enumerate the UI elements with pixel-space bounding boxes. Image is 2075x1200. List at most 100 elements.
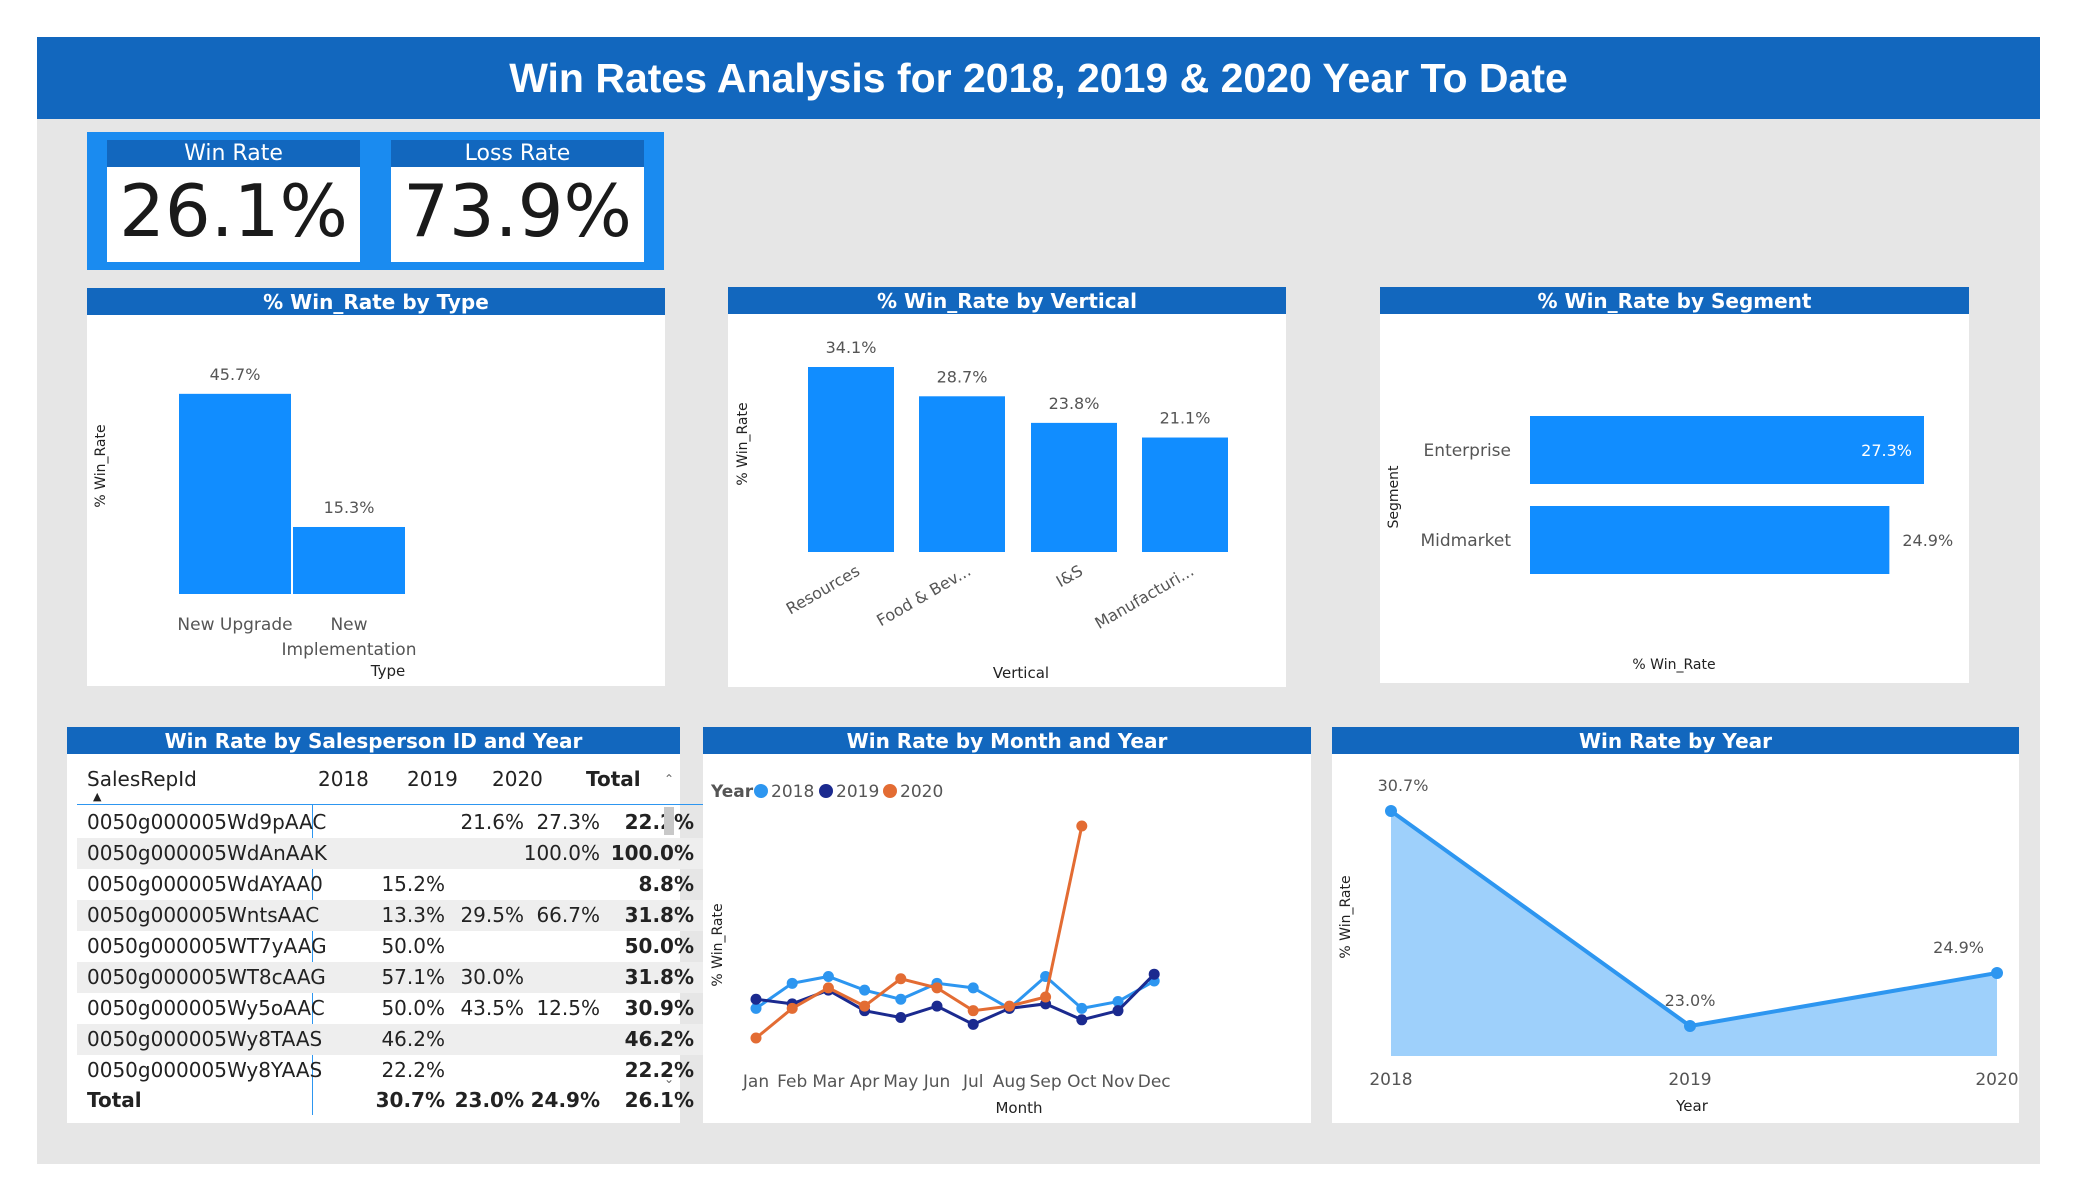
data-point[interactable]: [1003, 1000, 1015, 1012]
x-axis-label: % Win_Rate: [1632, 657, 1715, 673]
column-header-total[interactable]: Total: [586, 767, 641, 791]
x-axis-label: Month: [995, 1099, 1042, 1117]
cell-2018: 22.2%: [381, 1058, 445, 1082]
salesperson-table[interactable]: Win Rate by Salesperson ID and Year Sale…: [67, 727, 724, 1123]
y-axis-label: % Win_Rate: [93, 424, 109, 507]
table-total-row: Total 30.7% 23.0% 24.9% 26.1%: [77, 1085, 724, 1116]
x-axis-label: Vertical: [993, 664, 1049, 682]
month-chart-svg: Year 2018 2019 2020 Jan Feb Mar Apr May Jun Jul Aug…: [710, 782, 1171, 1117]
scrollbar-thumb[interactable]: [664, 807, 674, 835]
bar[interactable]: [1530, 506, 1890, 574]
win-rate-by-month-chart[interactable]: Win Rate by Month and Year Year 2018 2019 2…: [703, 727, 1311, 1123]
legend-label: 2019: [836, 782, 879, 802]
column-header-salesrepid[interactable]: SalesRepId: [87, 767, 197, 791]
data-point[interactable]: [895, 993, 907, 1005]
data-point[interactable]: [967, 1005, 979, 1017]
win-rate-by-vertical-chart[interactable]: % Win_Rate by Vertical 34.1% Resources 28.…: [728, 287, 1286, 687]
kpi-group: Win Rate 26.1% Loss Rate 73.9%: [87, 132, 664, 270]
data-point[interactable]: [750, 1002, 762, 1014]
data-point[interactable]: [859, 1000, 871, 1012]
data-point[interactable]: [786, 1002, 798, 1014]
x-tick-label: May: [883, 1072, 918, 1092]
data-point[interactable]: [1076, 820, 1088, 832]
x-tick-label: Manufacturi...: [1092, 561, 1197, 633]
win-rate-label: Win Rate: [107, 140, 360, 167]
data-point[interactable]: [967, 1018, 979, 1030]
legend-marker[interactable]: [754, 784, 768, 798]
data-point[interactable]: [750, 1032, 762, 1044]
data-point[interactable]: [1040, 991, 1052, 1003]
bar[interactable]: [1031, 422, 1117, 552]
data-point[interactable]: [895, 1012, 907, 1024]
y-axis-label: % Win_Rate: [1338, 875, 1354, 958]
data-point[interactable]: [1385, 805, 1397, 817]
table-row[interactable]: 0050g000005Wd9pAAC 21.6% 27.3% 22.2%: [77, 807, 724, 838]
chart-title: % Win_Rate by Vertical: [728, 287, 1286, 314]
cell-2018: 46.2%: [381, 1027, 445, 1051]
report-title: Win Rates Analysis for 2018, 2019 & 2020…: [37, 37, 2040, 119]
data-point[interactable]: [1148, 968, 1160, 980]
data-point[interactable]: [1076, 1014, 1088, 1026]
scroll-down-icon[interactable]: ⌄: [663, 1072, 675, 1086]
cell-salesrepid: 0050g000005Wy8YAAS: [87, 1058, 323, 1082]
data-point[interactable]: [931, 1000, 943, 1012]
data-point[interactable]: [895, 973, 907, 985]
cell-2019: 29.5%: [460, 903, 524, 927]
table-row[interactable]: 0050g000005Wy8YAAS 22.2% 22.2%: [77, 1055, 724, 1086]
scroll-up-icon[interactable]: ⌃: [663, 772, 675, 786]
data-label: 34.1%: [826, 338, 877, 357]
win-rate-card[interactable]: Win Rate 26.1%: [107, 140, 360, 262]
table-row[interactable]: 0050g000005Wy5oAAC 50.0% 43.5% 12.5% 30.9%: [77, 993, 724, 1024]
x-tick-label: Jun: [923, 1072, 951, 1092]
data-point[interactable]: [967, 982, 979, 994]
table-row[interactable]: 0050g000005WntsAAC 13.3% 29.5% 66.7% 31.8%: [77, 900, 724, 931]
data-point[interactable]: [786, 977, 798, 989]
type-chart-svg: 45.7% 15.3% New Upgrade New Implementation Ty…: [93, 365, 417, 680]
bar[interactable]: [179, 393, 291, 594]
loss-rate-card[interactable]: Loss Rate 73.9%: [391, 140, 644, 262]
y-tick-label: Midmarket: [1420, 531, 1511, 551]
table-row[interactable]: 0050g000005WdAYAA0 15.2% 8.8%: [77, 869, 724, 900]
bar[interactable]: [919, 396, 1005, 552]
segment-chart-svg: Enterprise 27.3% Midmarket 24.9% % Win_Rate S…: [1386, 416, 1953, 673]
win-rate-by-year-chart[interactable]: Win Rate by Year 30.7% 2018 23.0% 2019 24.9%…: [1332, 727, 2019, 1123]
data-point[interactable]: [931, 982, 943, 994]
table-row[interactable]: 0050g000005WT7yAAG 50.0% 50.0%: [77, 931, 724, 962]
cell-2018: 13.3%: [381, 903, 445, 927]
data-point[interactable]: [750, 993, 762, 1005]
bar[interactable]: [808, 367, 894, 552]
data-point[interactable]: [1684, 1020, 1696, 1032]
x-tick-label: Apr: [850, 1072, 879, 1092]
data-point[interactable]: [1076, 1002, 1088, 1014]
data-point[interactable]: [1991, 966, 2003, 979]
win-rate-by-segment-chart[interactable]: % Win_Rate by Segment Enterprise 27.3% Mid…: [1380, 287, 1969, 683]
x-tick-label: 2020: [1975, 1070, 2018, 1090]
table-row[interactable]: 0050g000005WT8cAAG 57.1% 30.0% 31.8%: [77, 962, 724, 993]
column-header-2020[interactable]: 2020: [492, 767, 543, 791]
column-header-2019[interactable]: 2019: [407, 767, 458, 791]
win-rate-by-type-chart[interactable]: % Win_Rate by Type 45.7% 15.3% New Upgrade…: [87, 288, 665, 686]
bar[interactable]: [1142, 437, 1228, 552]
x-tick-label: New: [330, 615, 367, 635]
sort-ascending-icon[interactable]: ▲: [93, 790, 102, 803]
data-point[interactable]: [1112, 996, 1124, 1008]
y-tick-label: Enterprise: [1424, 441, 1511, 461]
column-header-2018[interactable]: 2018: [318, 767, 369, 791]
bar[interactable]: [1530, 416, 1924, 484]
cell-2018: 15.2%: [381, 872, 445, 896]
header-divider: [77, 804, 721, 805]
data-point[interactable]: [822, 970, 834, 982]
legend-marker[interactable]: [819, 784, 833, 798]
legend-marker[interactable]: [883, 784, 897, 798]
cell-total: 8.8%: [638, 872, 694, 896]
data-point[interactable]: [1112, 1005, 1124, 1017]
series-line-2020: [755, 825, 1084, 1040]
data-point[interactable]: [859, 984, 871, 996]
data-label: 15.3%: [324, 498, 375, 517]
column-divider: [312, 805, 313, 1115]
bar[interactable]: [293, 526, 405, 594]
loss-rate-value: 73.9%: [403, 169, 632, 253]
table-row[interactable]: 0050g000005Wy8TAAS 46.2% 46.2%: [77, 1024, 724, 1055]
table-row[interactable]: 0050g000005WdAnAAK 100.0% 100.0%: [77, 838, 724, 869]
data-point[interactable]: [822, 982, 834, 994]
